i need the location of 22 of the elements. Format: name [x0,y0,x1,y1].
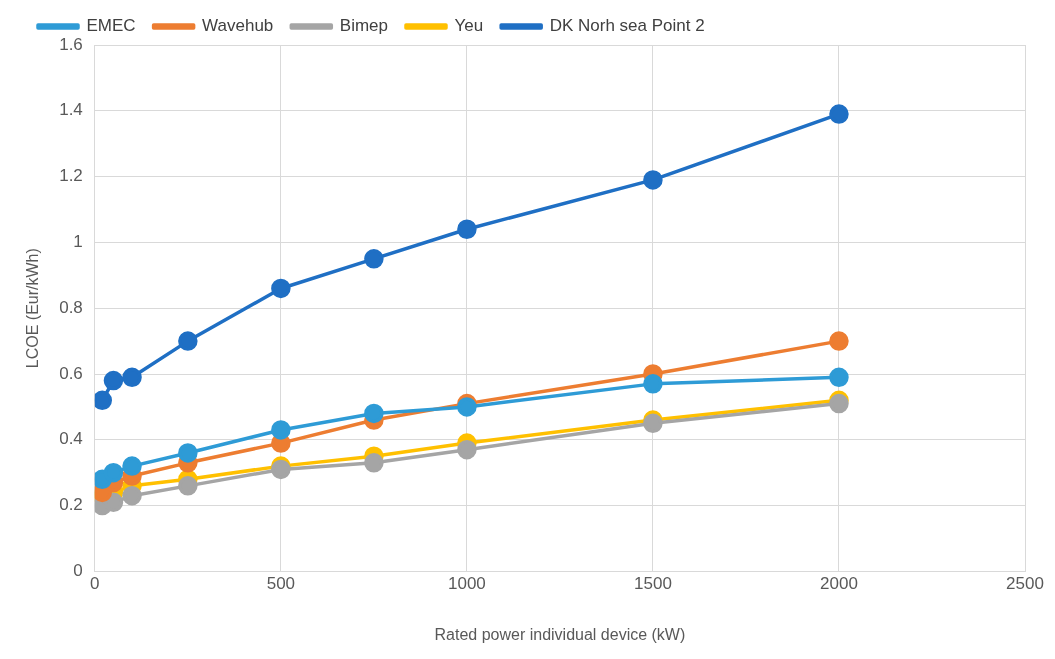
x-tick-label: 0 [90,574,100,594]
x-tick-label: 1500 [634,574,672,594]
x-tick-label: 1000 [447,574,486,594]
y-tick-label: 1.2 [59,166,83,186]
legend-label: Yeu [454,16,484,36]
y-tick-label: 0.4 [59,429,83,449]
legend-label: EMEC [86,16,136,36]
y-tick-label: 1.6 [59,34,83,54]
x-axis-title: Rated power individual device (kW) [434,625,686,643]
y-tick-label: 1.4 [59,100,83,120]
y-tick-label: 0.6 [59,363,83,383]
legend-label: Wavehub [202,16,274,36]
y-tick-label: 0.2 [59,495,83,515]
y-axis-title: LCOE (Eur/kWh) [24,248,42,369]
legend-label: DK Norh sea Point 2 [549,16,705,36]
x-tick-label: 500 [266,574,296,594]
y-tick-label: 1 [73,232,83,252]
x-tick-label: 2500 [1006,574,1044,594]
x-tick-label: 2000 [820,574,858,594]
y-tick-label: 0 [73,561,83,581]
legend-label: Bimep [339,16,388,36]
y-tick-label: 0.8 [59,297,83,317]
